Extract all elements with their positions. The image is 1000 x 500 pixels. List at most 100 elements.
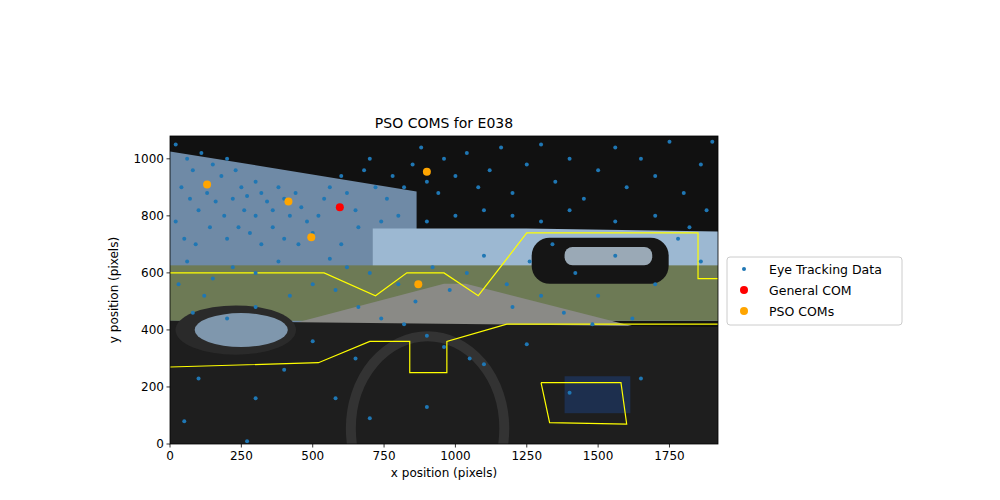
series-0: [174, 140, 715, 443]
scatter-point: [667, 140, 671, 144]
scatter-point: [539, 220, 543, 224]
scatter-point: [653, 282, 657, 286]
scatter-point: [687, 225, 691, 229]
scene-dark: [170, 136, 718, 444]
scatter-point: [425, 405, 429, 409]
scatter-point: [562, 311, 566, 315]
scatter-point: [299, 205, 303, 209]
scene-road: [280, 284, 636, 327]
x-tick: [669, 444, 670, 448]
scatter-point: [442, 157, 446, 161]
x-tick: [598, 444, 599, 448]
scatter-point: [294, 191, 298, 195]
x-tick: [455, 444, 456, 448]
scatter-point: [379, 317, 383, 321]
x-tick-label: 500: [301, 449, 324, 463]
scatter-point: [573, 271, 577, 275]
scatter-point: [613, 254, 617, 258]
scatter-point: [553, 180, 557, 184]
scatter-point: [177, 282, 181, 286]
scatter-point: [465, 271, 469, 275]
y-tick: [167, 329, 171, 330]
scatter-point: [197, 208, 201, 212]
x-tick-label: 250: [230, 449, 253, 463]
scatter-point: [525, 342, 529, 346]
legend-box: [727, 257, 902, 325]
legend-label: General COM: [769, 283, 852, 298]
scatter-point: [322, 197, 326, 201]
scatter-point: [568, 208, 572, 212]
scatter-point: [682, 191, 686, 195]
scene-rear-mirror-glass: [565, 247, 653, 265]
scatter-point: [613, 145, 617, 149]
scatter-point: [596, 168, 600, 172]
scatter-point: [316, 214, 320, 218]
scatter-point: [425, 220, 429, 224]
scatter-point: [254, 214, 258, 218]
scatter-point: [368, 157, 372, 161]
scatter-point: [396, 282, 400, 286]
aoi-region: [541, 383, 627, 424]
scatter-point: [511, 305, 515, 309]
scatter-point: [419, 145, 423, 149]
scatter-point: [214, 200, 218, 204]
scatter-point: [203, 180, 211, 188]
x-tick-label: 750: [373, 449, 396, 463]
aoi-region: [170, 324, 718, 372]
scatter-point: [676, 237, 680, 241]
scatter-point: [225, 317, 229, 321]
scatter-point: [465, 151, 469, 155]
scatter-point: [476, 185, 480, 189]
y-tick: [167, 272, 171, 273]
x-axis-label: x position (pixels): [391, 466, 497, 480]
scatter-point: [550, 242, 554, 246]
scatter-point: [307, 233, 315, 241]
scatter-point: [362, 168, 366, 172]
scatter-point: [237, 225, 241, 229]
legend-label: Eye Tracking Data: [769, 262, 882, 277]
scatter-point: [528, 259, 532, 263]
scatter-point: [613, 220, 617, 224]
scatter-point: [185, 157, 189, 161]
scatter-point: [431, 265, 435, 269]
scatter-point: [482, 254, 486, 258]
y-tick: [167, 386, 171, 387]
scatter-point: [354, 208, 358, 212]
scene-screen: [565, 376, 631, 413]
scatter-point: [254, 180, 258, 184]
scatter-point: [511, 214, 515, 218]
scene-steering-wheel: [351, 336, 504, 444]
scatter-point: [185, 259, 189, 263]
scatter-point: [385, 197, 389, 201]
x-tick: [170, 444, 171, 448]
scatter-point: [402, 322, 406, 326]
scatter-point: [259, 191, 263, 195]
scatter-point: [436, 191, 440, 195]
chart-container: 0250500750100012501500175002004006008001…: [0, 0, 1000, 500]
scatter-point: [468, 356, 472, 360]
scatter-point: [231, 265, 235, 269]
scatter-point: [225, 237, 229, 241]
scatter-point: [305, 220, 309, 224]
x-tick: [384, 444, 385, 448]
series-1: [336, 203, 344, 211]
y-tick: [167, 158, 171, 159]
scatter-point: [254, 305, 258, 309]
scatter-point: [590, 322, 594, 326]
scatter-point: [199, 151, 203, 155]
scatter-point: [288, 294, 292, 298]
scatter-point: [245, 194, 249, 198]
scatter-point: [368, 271, 372, 275]
scatter-point: [413, 299, 417, 303]
plot-frame: [170, 136, 718, 444]
scatter-point: [194, 242, 198, 246]
scatter-point: [334, 288, 338, 292]
scatter-point: [222, 214, 226, 218]
scatter-point: [639, 157, 643, 161]
legend-marker: [740, 307, 748, 315]
scatter-point: [245, 439, 249, 443]
scatter-point: [345, 265, 349, 269]
x-tick-label: 1750: [654, 449, 685, 463]
y-tick-label: 800: [141, 209, 164, 223]
scatter-point: [188, 197, 192, 201]
